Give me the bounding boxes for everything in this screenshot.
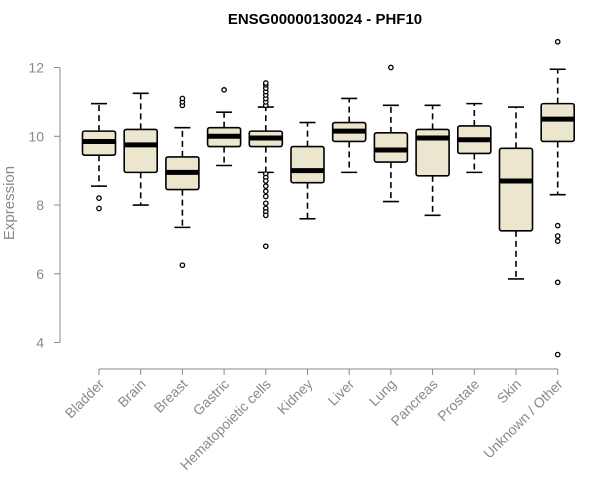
x-tick-label: Bladder <box>62 376 108 422</box>
outlier-point <box>262 178 269 184</box>
x-tick-label: Unknown / Other <box>480 376 566 462</box>
x-tick-label: Breast <box>151 376 191 416</box>
outlier-point <box>262 243 269 250</box>
x-tick-label: Kidney <box>274 376 316 418</box>
box-group <box>498 106 534 280</box>
box-group <box>373 64 409 203</box>
outlier-point <box>179 95 186 102</box>
box-group <box>290 121 325 220</box>
box <box>373 132 409 163</box>
box <box>123 128 158 174</box>
y-axis: 4 6 8 10 12 <box>28 60 61 351</box>
outlier-point <box>554 351 561 358</box>
box-group <box>415 104 450 217</box>
boxplot-series <box>81 38 576 358</box>
x-tick-label: Lung <box>366 376 399 409</box>
y-tick-label: 10 <box>28 128 44 144</box>
box <box>290 145 325 184</box>
box-group <box>123 92 158 206</box>
outlier-point <box>554 222 561 229</box>
chart-title: ENSG00000130024 - PHF10 <box>228 11 422 28</box>
outlier-point <box>221 87 227 93</box>
outlier-point <box>96 195 102 202</box>
outlier-point <box>262 80 269 86</box>
y-tick-label: 4 <box>36 335 44 351</box>
outlier-point <box>262 188 269 195</box>
box-group <box>540 38 576 358</box>
y-tick-label: 6 <box>36 266 44 282</box>
y-axis-label: Expression <box>1 166 18 240</box>
outlier-point <box>262 193 269 200</box>
box-group <box>456 102 492 174</box>
box-group <box>248 80 284 250</box>
x-tick-label: Skin <box>494 376 525 407</box>
outlier-point <box>262 200 269 207</box>
outlier-point <box>262 183 269 189</box>
outlier-point <box>179 262 186 269</box>
outlier-point <box>388 64 394 71</box>
outlier-point <box>554 38 561 45</box>
x-tick-label: Prostate <box>434 376 482 424</box>
box-group <box>331 97 367 174</box>
x-tick-label: Liver <box>325 376 358 409</box>
box-group <box>165 95 200 269</box>
y-tick-label: 8 <box>36 197 44 213</box>
outlier-point <box>554 279 561 286</box>
outlier-point <box>262 212 269 219</box>
box <box>415 128 450 177</box>
box <box>540 102 576 143</box>
box <box>498 147 534 232</box>
outlier-point <box>554 238 561 244</box>
box-group <box>206 87 242 167</box>
y-tick-label: 12 <box>28 60 44 76</box>
x-tick-label: Brain <box>114 376 148 410</box>
outlier-point <box>554 233 561 239</box>
box-group <box>81 102 117 212</box>
outlier-point <box>96 205 102 212</box>
